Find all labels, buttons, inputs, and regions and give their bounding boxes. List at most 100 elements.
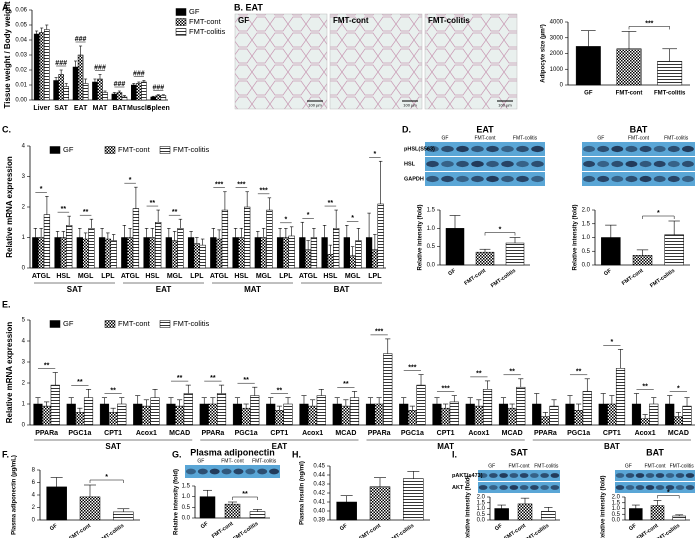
y-tick-label: 0.40 <box>313 509 325 515</box>
blot-title: BAT <box>630 124 648 134</box>
bar <box>672 515 686 521</box>
x-tick-label: FMT-cont <box>69 523 93 538</box>
bar <box>449 401 459 426</box>
blot-band <box>245 468 256 475</box>
bar <box>299 403 309 426</box>
legend-swatch <box>175 28 187 36</box>
bar <box>445 228 465 266</box>
y-tick-label: 5 <box>22 318 26 324</box>
bar <box>657 61 683 86</box>
sig-label: ** <box>509 369 515 376</box>
x-tick-label: Muscle <box>127 105 151 112</box>
x-tick-label: Acox1 <box>468 430 489 437</box>
bar <box>474 405 484 426</box>
blot-band <box>681 160 694 168</box>
panel-label: H. <box>292 449 301 459</box>
bar <box>42 405 52 426</box>
y-tick-label: 0.41 <box>313 500 325 506</box>
bar <box>304 249 312 269</box>
micrograph-label: FMT-colitis <box>428 16 470 25</box>
sig-label: * <box>351 215 354 222</box>
group-label: SAT <box>105 442 121 451</box>
x-tick-label: CPT1 <box>437 430 455 437</box>
x-tick-label: PPARa <box>35 430 58 437</box>
blot-group: FMT-colitis <box>670 463 695 469</box>
y-axis-label: Plasma adiponectin (µg/mL) <box>12 455 18 535</box>
panel-label: G. <box>172 449 182 459</box>
bar <box>333 228 340 269</box>
x-tick-label: HSL <box>323 273 338 280</box>
sig-label: ** <box>77 379 83 386</box>
bar <box>260 237 267 269</box>
blot-band <box>540 473 549 478</box>
y-tick-label: 0.0 <box>477 518 486 524</box>
bar <box>369 486 391 521</box>
blot-band <box>655 473 665 478</box>
bar <box>72 66 79 101</box>
x-tick-label: MAT <box>93 105 108 112</box>
bar <box>132 208 140 269</box>
legend-swatch <box>175 8 187 16</box>
bar <box>108 412 118 426</box>
bar <box>598 403 608 426</box>
y-tick-label: 1.0 <box>582 235 591 241</box>
bar <box>316 395 326 426</box>
sig-label: * <box>105 474 108 481</box>
y-tick-label: 0.02 <box>15 68 27 74</box>
sig-label: ** <box>277 388 283 395</box>
blot-group: FMT-cont <box>644 463 666 469</box>
x-tick-label: LPL <box>101 273 115 280</box>
bar <box>549 405 559 426</box>
legend-label: GF <box>63 319 74 328</box>
y-tick-label: 0.42 <box>313 491 325 497</box>
blot-band <box>209 468 220 475</box>
legend-label: FMT-colitis <box>189 27 225 36</box>
bar <box>498 403 509 426</box>
y-axis-label: Relative intensity (fold) <box>174 469 180 535</box>
bar <box>383 353 393 426</box>
blot-band <box>635 473 645 478</box>
bar <box>349 255 356 269</box>
sig-label: ** <box>576 369 582 376</box>
y-tick-label: 0 <box>32 518 36 524</box>
x-tick-label: LPL <box>279 273 293 280</box>
blot-band <box>597 160 610 168</box>
sig-label: * <box>677 385 680 392</box>
x-tick-label: HSL <box>56 273 71 280</box>
blot-band <box>221 468 232 475</box>
sig-label: *** <box>408 364 416 371</box>
bar <box>540 416 550 426</box>
bar <box>77 54 84 101</box>
bar <box>365 237 373 269</box>
bar <box>665 403 675 426</box>
blot-group: FMT-cont <box>628 135 650 141</box>
bar <box>607 403 617 426</box>
bar <box>355 240 362 269</box>
bar <box>60 237 67 269</box>
blot-band <box>441 160 454 168</box>
y-tick-label: 2 <box>32 505 36 511</box>
x-tick-label: MCAD <box>668 430 689 437</box>
bar <box>117 403 127 426</box>
blot-band <box>499 485 508 490</box>
bar <box>475 251 495 266</box>
blot-band <box>426 145 439 153</box>
bar <box>631 403 642 426</box>
bar <box>224 503 241 519</box>
bar <box>365 403 376 426</box>
legend-label: FMT-cont <box>118 145 151 154</box>
bar <box>399 403 409 426</box>
blot-band <box>611 160 624 168</box>
sig-label: * <box>307 212 310 219</box>
y-tick-label: 3 <box>22 174 26 180</box>
bar <box>116 92 123 101</box>
x-tick-label: FMT-cont <box>211 521 235 538</box>
y-axis-label: Plasma Insulin (ng/ml) <box>300 461 306 525</box>
x-tick-label: GF <box>339 523 349 533</box>
y-axis-label: Relative intensity (fold) <box>601 475 607 538</box>
group-label: EAT <box>156 285 172 294</box>
blot-band <box>597 175 610 183</box>
blot-band <box>499 473 508 478</box>
group-label: MAT <box>437 442 454 451</box>
